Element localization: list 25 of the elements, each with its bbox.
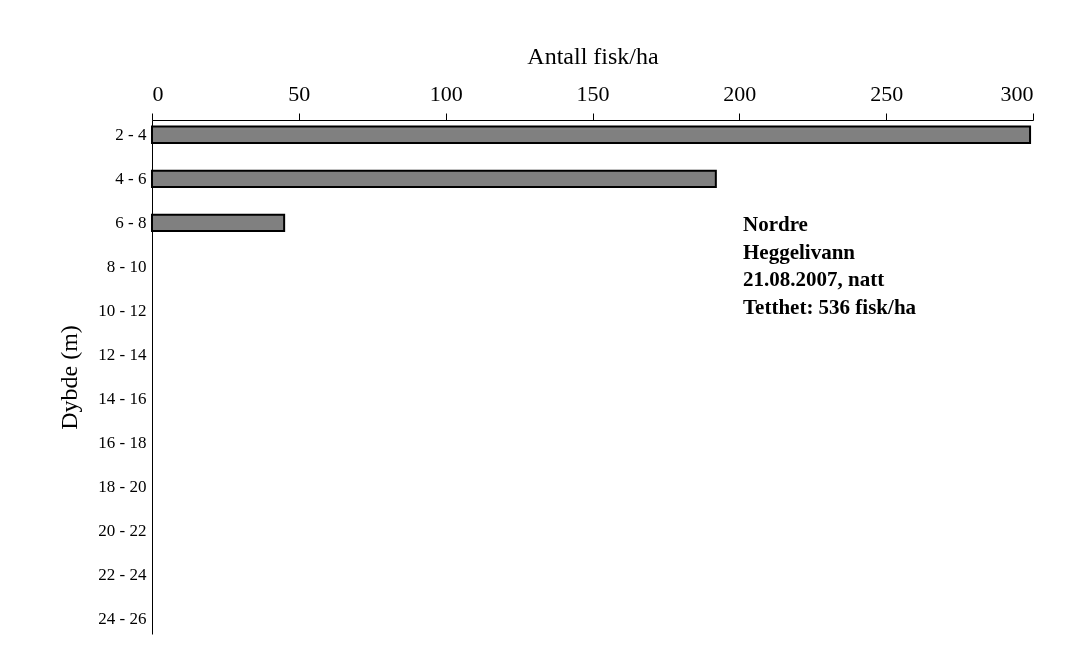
x-tick-label: 50: [288, 80, 311, 106]
x-tick-label: 0: [152, 80, 164, 106]
y-tick-label: 16 - 18: [98, 433, 147, 453]
y-tick-label: 4 - 6: [115, 168, 147, 188]
x-tick-label: 100: [429, 80, 463, 106]
annotation: Tetthet: 536 fisk/ha: [743, 295, 917, 320]
y-tick-label: 18 - 20: [98, 477, 147, 497]
x-tick-label: 250: [870, 80, 904, 106]
y-axis-title: Dybde (m): [56, 325, 83, 430]
y-tick-label: 8 - 10: [106, 256, 147, 276]
x-axis-title: Antall fisk/ha: [527, 42, 659, 69]
annotation: 21.08.2007, natt: [743, 267, 885, 292]
y-tick-label: 22 - 24: [98, 565, 147, 585]
y-tick-label: 2 - 4: [115, 124, 147, 144]
y-tick-label: 10 - 12: [98, 300, 147, 320]
x-tick-label: 300: [1000, 80, 1034, 106]
y-tick-label: 24 - 26: [98, 609, 147, 629]
y-tick-label: 6 - 8: [115, 212, 147, 232]
y-tick-label: 12 - 14: [98, 344, 147, 364]
y-tick-label: 20 - 22: [98, 521, 147, 541]
annotation: Heggelivann: [743, 239, 856, 264]
y-tick-label: 14 - 16: [98, 389, 147, 409]
x-tick-label: 200: [723, 80, 757, 106]
annotation: Nordre: [743, 211, 808, 236]
x-tick-label: 150: [576, 80, 610, 106]
